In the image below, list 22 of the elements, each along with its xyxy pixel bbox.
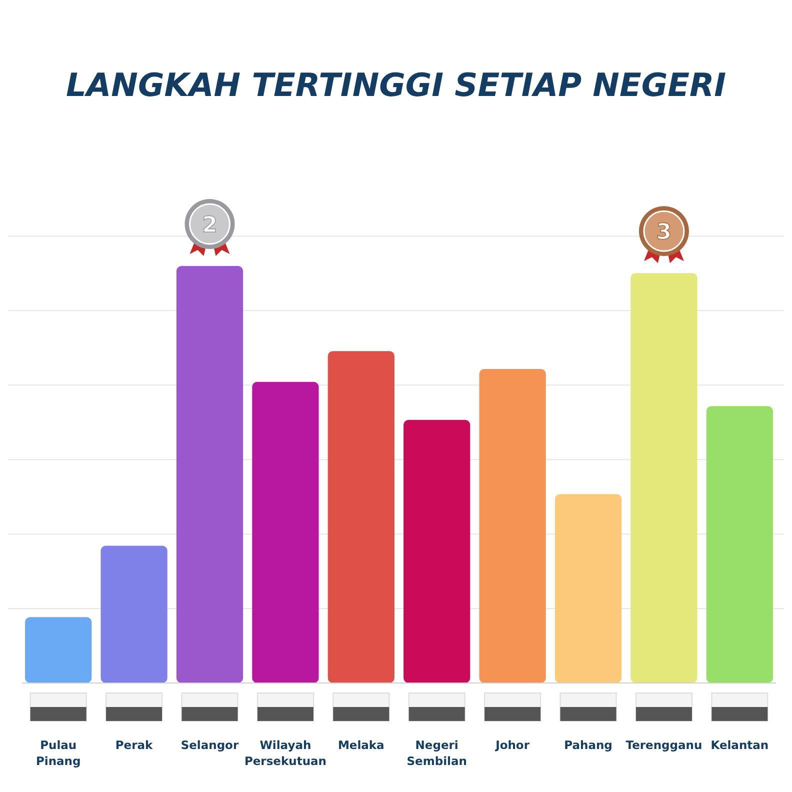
bar [176,266,244,683]
bar [252,382,319,683]
x-tick-label: Terengganu [626,738,702,752]
x-tick-label: Johor [494,738,530,752]
text: 3 [656,220,672,246]
bar [328,351,394,683]
x-tick-label: Perak [115,738,154,752]
x-tick-label: Pulau Pinang [36,738,81,768]
x-tick-label: Selangor [180,738,239,752]
x-tick-label: Negeri Sembilan [406,738,467,768]
bar [706,406,773,683]
x-tick-label: Melaka [338,738,384,752]
bar [404,420,470,683]
chart-title: LANGKAH TERTINGGI SETIAP NEGERI [66,66,726,104]
bar [479,369,546,683]
x-tick-label: Wilayah Persekutuan [244,738,326,768]
bar [630,273,698,683]
bar [25,617,92,683]
x-tick-label: Kelantan [710,738,769,752]
x-tick-label: Pahang [564,738,612,752]
bar [100,546,168,683]
bar [554,494,622,683]
